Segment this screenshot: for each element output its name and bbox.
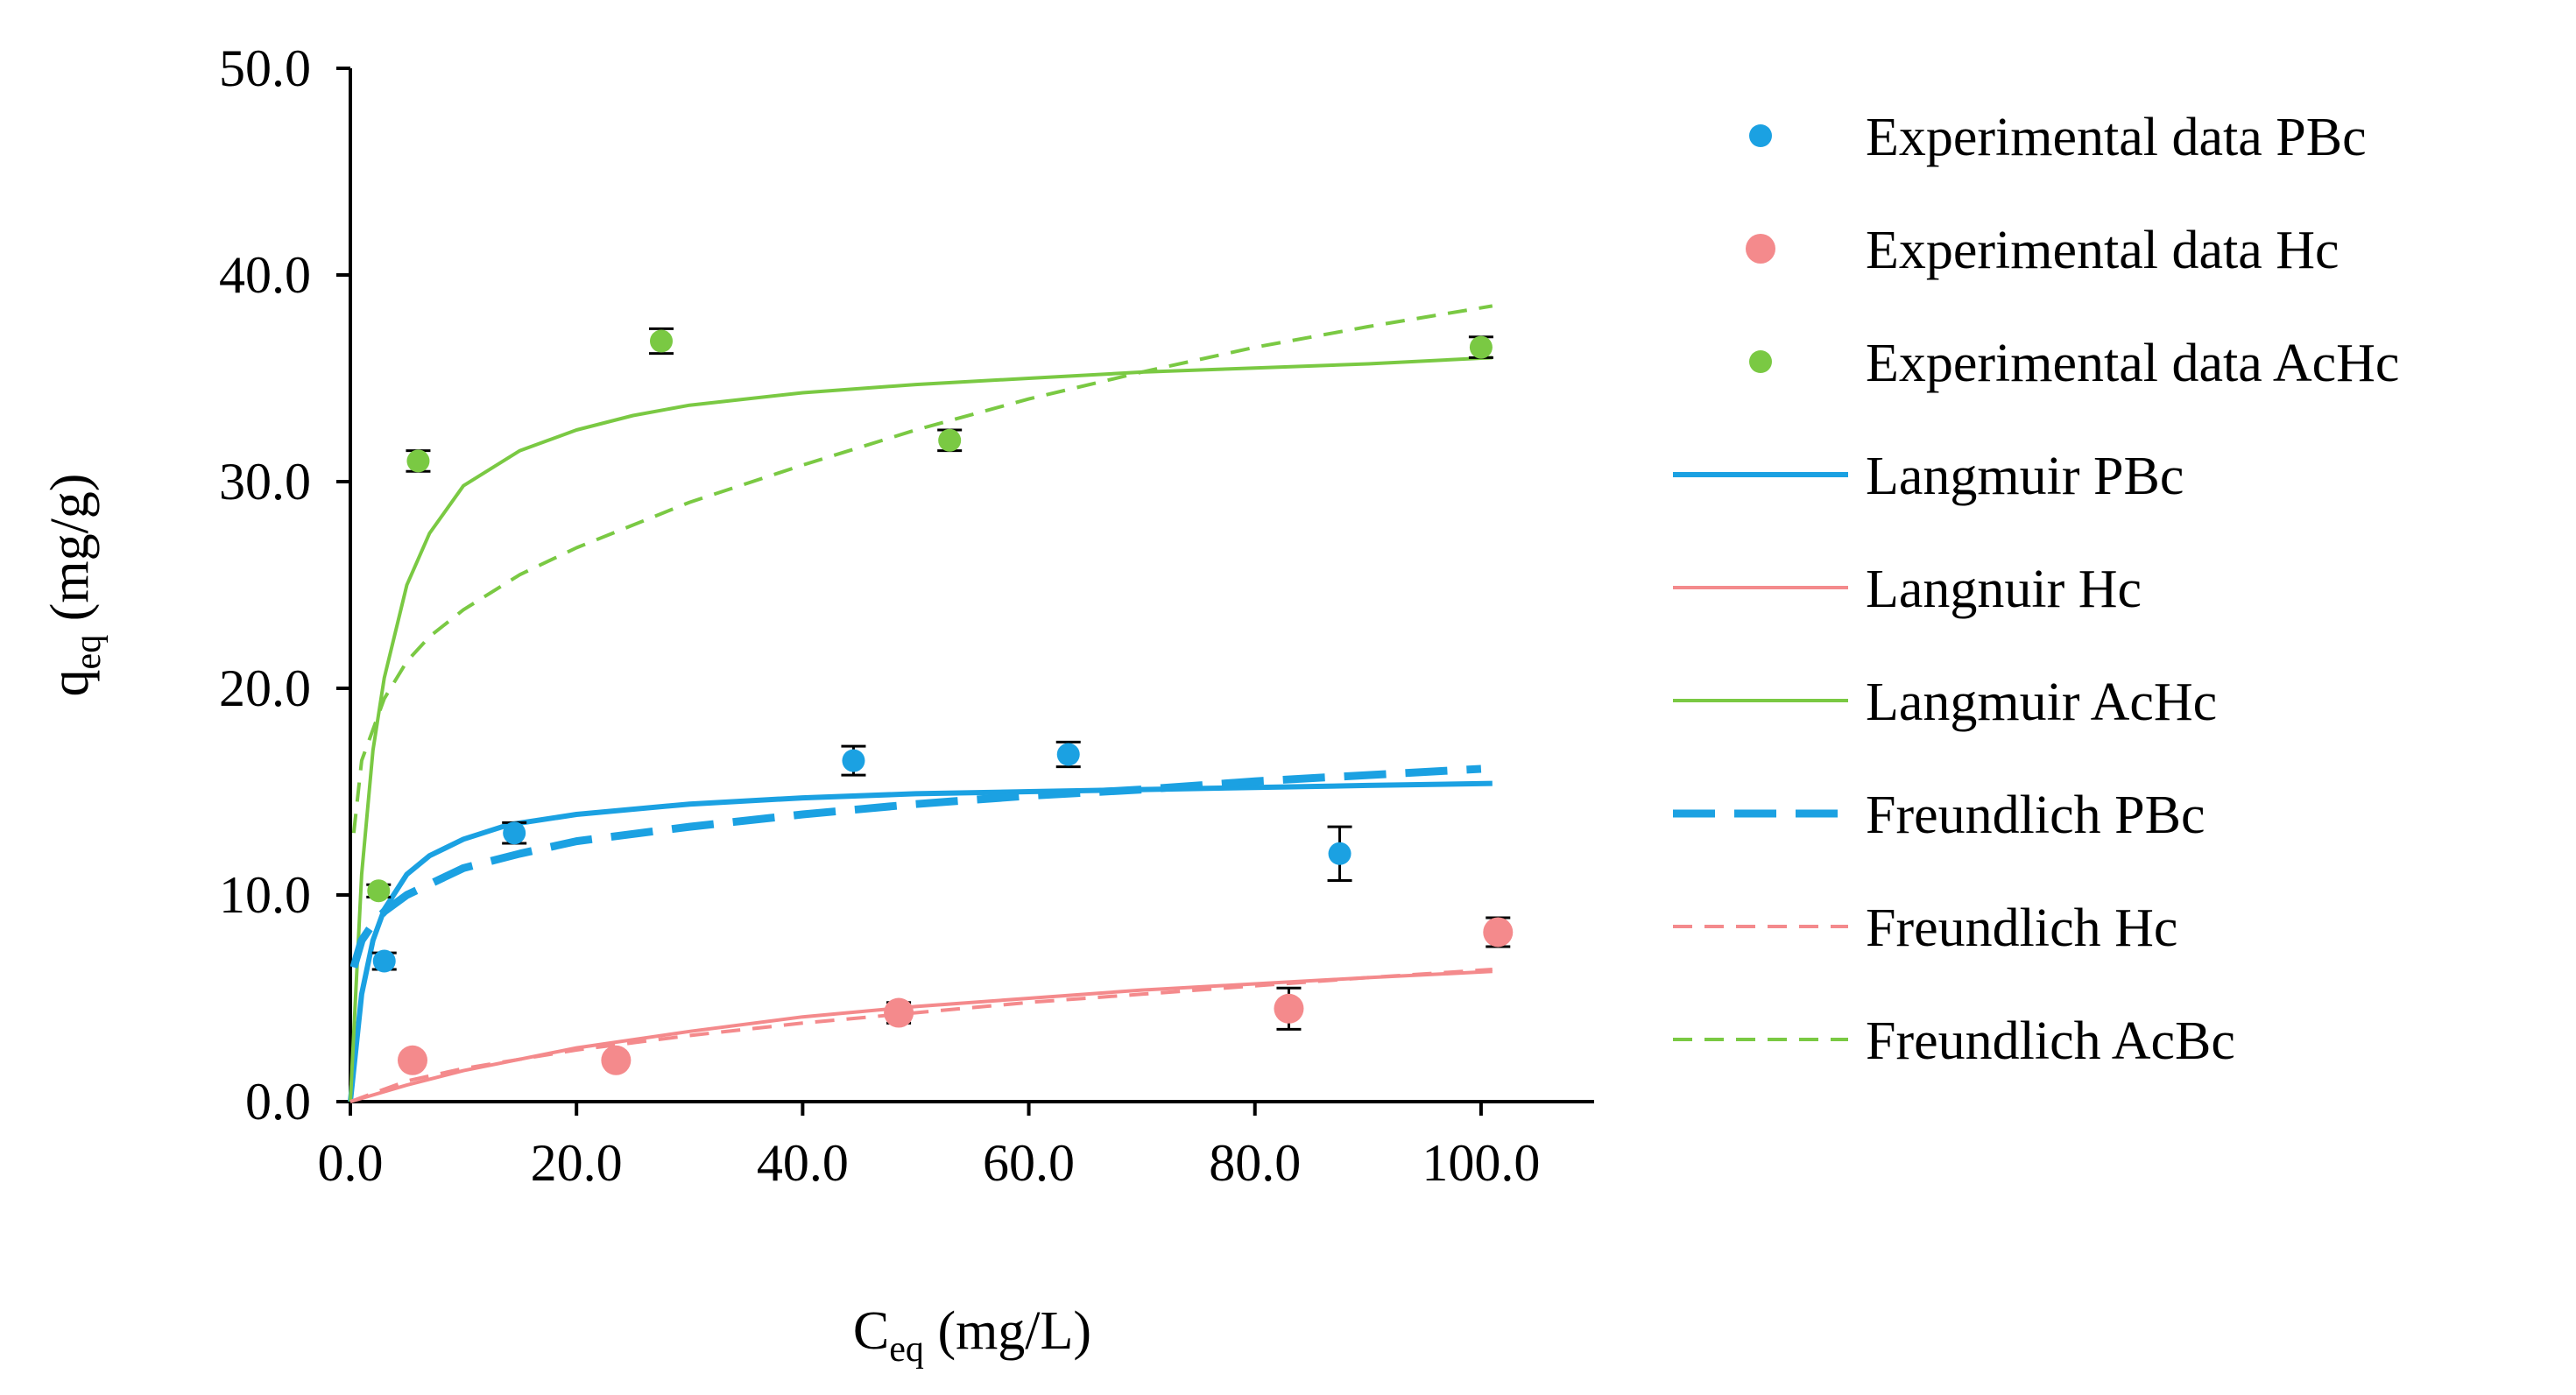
legend-item: Langmuir AcHc: [1673, 673, 2217, 732]
legend-label: Langmuir AcHc: [1866, 673, 2217, 732]
legend-item: Freundlich PBc: [1673, 786, 2205, 845]
y-tick-label: 20.0: [219, 659, 311, 717]
data-point-experimental-data-pbc: [1056, 743, 1080, 766]
y-tick-label: 10.0: [219, 866, 311, 924]
x-tick-label: 20.0: [531, 1134, 623, 1192]
series-line-langnuir-hc: [349, 969, 1493, 1103]
x-tick-label: 60.0: [983, 1134, 1075, 1192]
data-point-experimental-data-hc: [398, 1045, 427, 1075]
legend-marker: [1749, 124, 1772, 147]
x-tick-label: 80.0: [1209, 1134, 1301, 1192]
x-tick-label: 100.0: [1422, 1134, 1540, 1192]
series-group: [348, 304, 1514, 1103]
legend-item: Langnuir Hc: [1673, 560, 2142, 619]
data-point-experimental-data-pbc: [1328, 842, 1352, 865]
legend-label: Experimental data PBc: [1866, 108, 2367, 167]
legend-label: Experimental data AcHc: [1866, 334, 2399, 393]
data-point-experimental-data-achc: [650, 329, 673, 353]
x-axis-title: Ceq (mg/L): [853, 1301, 1091, 1370]
data-point-experimental-data-achc: [1469, 335, 1493, 359]
legend: Experimental data PBc Experimental data H…: [1673, 108, 2399, 1071]
legend-label: Experimental data Hc: [1866, 221, 2340, 280]
data-point-experimental-data-achc: [406, 449, 430, 473]
legend-label: Langmuir PBc: [1866, 447, 2184, 506]
legend-label: Freundlich Hc: [1866, 898, 2177, 958]
series-line-freundlich-pbc: [349, 764, 1482, 969]
y-tick-label: 30.0: [219, 453, 311, 511]
axes-group: 0.0 20.0 40.0 60.0 80.0 100.0 0.0 10.0 20.0 30.0 4…: [40, 39, 1594, 1370]
legend-label: Langnuir Hc: [1866, 560, 2142, 619]
y-tick-label: 40.0: [219, 246, 311, 304]
legend-item: Experimental data PBc: [1749, 108, 2367, 167]
y-tick-label: 0.0: [245, 1073, 311, 1131]
series-line-langmuir-achc: [349, 356, 1493, 1103]
data-point-experimental-data-pbc: [503, 821, 526, 845]
data-point-experimental-data-hc: [1483, 917, 1514, 948]
data-point-experimental-data-pbc: [842, 749, 865, 772]
data-point-experimental-data-hc: [884, 997, 914, 1028]
series-line-freundlich-acbc: [351, 304, 1493, 834]
legend-item: Experimental data Hc: [1746, 221, 2340, 280]
legend-item: Experimental data AcHc: [1749, 334, 2399, 393]
data-point-experimental-data-hc: [1274, 993, 1304, 1024]
legend-marker: [1749, 350, 1772, 373]
y-axis-title: qeq (mg/g): [40, 474, 109, 697]
legend-label: Freundlich AcBc: [1866, 1011, 2235, 1071]
y-tick-label: 50.0: [219, 39, 311, 97]
data-point-experimental-data-pbc: [372, 949, 396, 973]
data-point-experimental-data-achc: [367, 879, 391, 903]
series-line-freundlich-hc: [349, 968, 1493, 1103]
legend-marker: [1746, 234, 1775, 264]
data-point-experimental-data-hc: [601, 1045, 632, 1075]
data-point-experimental-data-achc: [938, 428, 962, 452]
legend-item: Langmuir PBc: [1673, 447, 2184, 506]
legend-item: Freundlich AcBc: [1673, 1011, 2235, 1071]
legend-label: Freundlich PBc: [1866, 786, 2205, 845]
legend-item: Freundlich Hc: [1673, 898, 2177, 958]
x-tick-label: 40.0: [757, 1134, 849, 1192]
x-tick-label: 0.0: [318, 1134, 384, 1192]
